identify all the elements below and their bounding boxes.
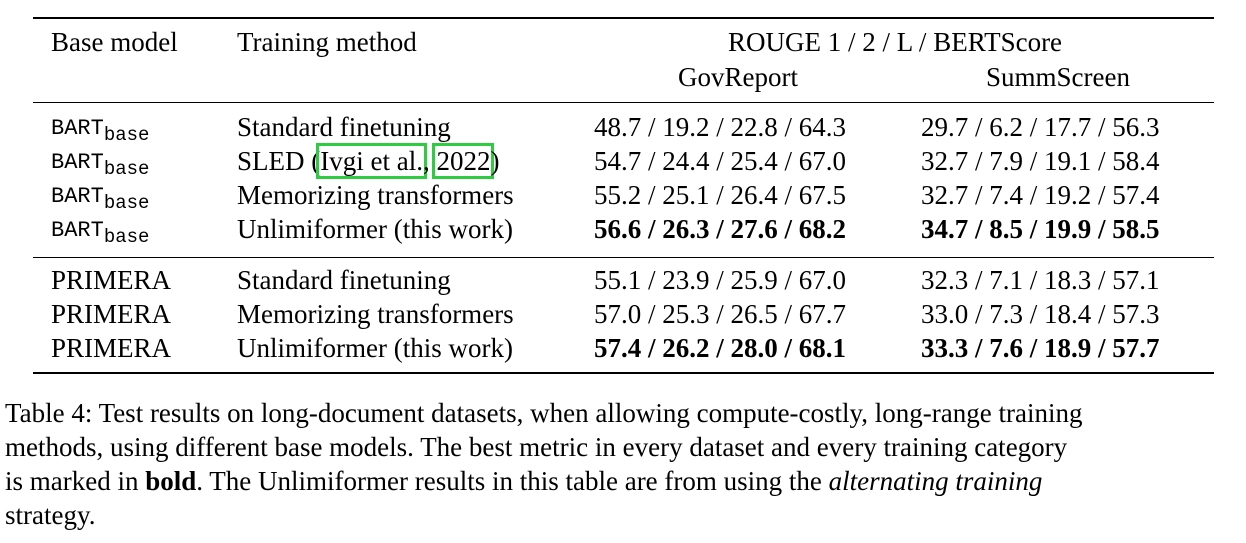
header-rule	[33, 102, 1214, 103]
header-dataset-summscreen: SummScreen	[986, 62, 1130, 92]
header-base-model: Base model	[51, 27, 178, 57]
base-model-cell: PRIMERA	[51, 299, 172, 329]
govreport-score-cell: 55.2 / 25.1 / 26.4 / 67.5	[594, 180, 847, 210]
govreport-score-cell: 48.7 / 19.2 / 22.8 / 64.3	[594, 112, 847, 142]
summscreen-score-cell: 32.7 / 7.4 / 19.2 / 57.4	[921, 180, 1160, 210]
training-method-cell: Standard finetuning	[237, 112, 451, 142]
base-model-cell: PRIMERA	[51, 333, 172, 363]
govreport-score-cell: 55.1 / 23.9 / 25.9 / 67.0	[594, 265, 847, 295]
base-model-cell: BARTbase	[51, 116, 150, 146]
summscreen-score-cell: 29.7 / 6.2 / 17.7 / 56.3	[921, 112, 1160, 142]
table-bottom-rule	[33, 372, 1214, 374]
training-method-cell: Unlimiformer (this work)	[237, 214, 513, 244]
group-divider-rule	[33, 257, 1214, 258]
summscreen-score-cell: 33.0 / 7.3 / 18.4 / 57.3	[921, 299, 1160, 329]
caption-line: Table 4: Test results on long-document d…	[5, 398, 1083, 428]
base-model-cell: PRIMERA	[51, 265, 172, 295]
citation-year-link[interactable]: 2022	[432, 143, 495, 179]
base-model-cell: BARTbase	[51, 184, 150, 214]
citation-author-link[interactable]: Ivgi et al.	[316, 143, 427, 179]
govreport-score-cell: 57.0 / 25.3 / 26.5 / 67.7	[594, 299, 847, 329]
header-dataset-govreport: GovReport	[678, 62, 798, 92]
base-model-cell: BARTbase	[51, 150, 150, 180]
table-top-rule	[33, 17, 1214, 19]
table-caption: Table 4: Test results on long-document d…	[5, 396, 1241, 532]
summscreen-score-cell: 32.7 / 7.9 / 19.1 / 58.4	[921, 146, 1160, 176]
caption-italic-phrase: alternating training	[828, 466, 1043, 496]
training-method-cell: Memorizing transformers	[237, 299, 514, 329]
caption-line: is marked in bold. The Unlimiformer resu…	[5, 466, 1043, 496]
summscreen-score-cell: 34.7 / 8.5 / 19.9 / 58.5	[921, 214, 1160, 244]
caption-line: methods, using different base models. Th…	[5, 432, 1068, 462]
base-model-cell: BARTbase	[51, 218, 150, 248]
training-method-cell: Memorizing transformers	[237, 180, 514, 210]
summscreen-score-cell: 32.3 / 7.1 / 18.3 / 57.1	[921, 265, 1160, 295]
caption-bold-word: bold	[145, 466, 197, 496]
header-training-method: Training method	[237, 27, 417, 57]
govreport-score-cell: 54.7 / 24.4 / 25.4 / 67.0	[594, 146, 847, 176]
caption-line: strategy.	[5, 500, 96, 530]
govreport-score-cell: 56.6 / 26.3 / 27.6 / 68.2	[594, 214, 847, 244]
summscreen-score-cell: 33.3 / 7.6 / 18.9 / 57.7	[921, 333, 1160, 363]
govreport-score-cell: 57.4 / 26.2 / 28.0 / 68.1	[594, 333, 847, 363]
training-method-cell: SLED (Ivgi et al., 2022)	[237, 143, 499, 179]
training-method-cell: Unlimiformer (this work)	[237, 333, 513, 363]
training-method-cell: Standard finetuning	[237, 265, 451, 295]
header-metrics: ROUGE 1 / 2 / L / BERTScore	[727, 27, 1063, 57]
